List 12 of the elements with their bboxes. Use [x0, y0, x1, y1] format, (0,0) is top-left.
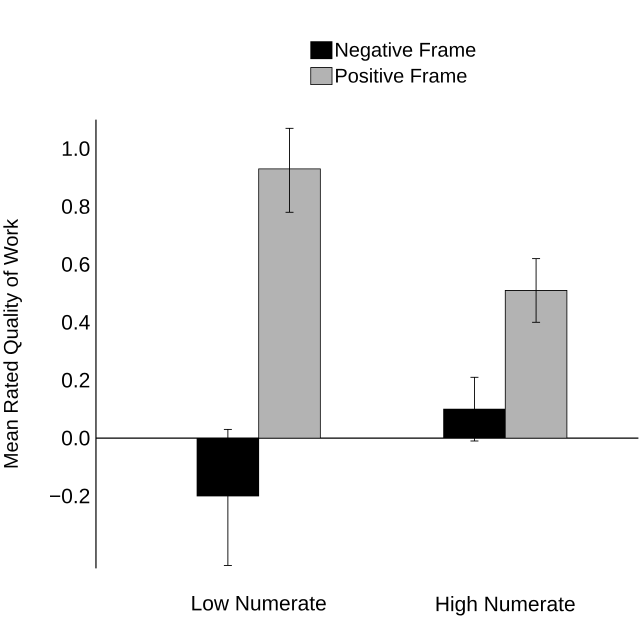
- y-tick-label: 0.6: [62, 257, 90, 272]
- y-tick-label: 0.8: [62, 199, 90, 214]
- y-tick-label: 0.2: [62, 372, 90, 388]
- x-tick-label: Low Numerate: [192, 596, 326, 611]
- y-tick-label: 0.0: [62, 430, 90, 446]
- legend-label: Positive Frame: [336, 68, 466, 83]
- x-tick-label: High Numerate: [436, 596, 575, 616]
- y-tick-label: 0.4: [62, 314, 90, 330]
- y-tick-label: 1.0: [62, 141, 90, 156]
- y-axis-title: Mean Rated Quality of Work: [3, 219, 22, 468]
- y-tick-label: −0.2: [50, 488, 90, 504]
- legend-label: Negative Frame: [336, 42, 476, 61]
